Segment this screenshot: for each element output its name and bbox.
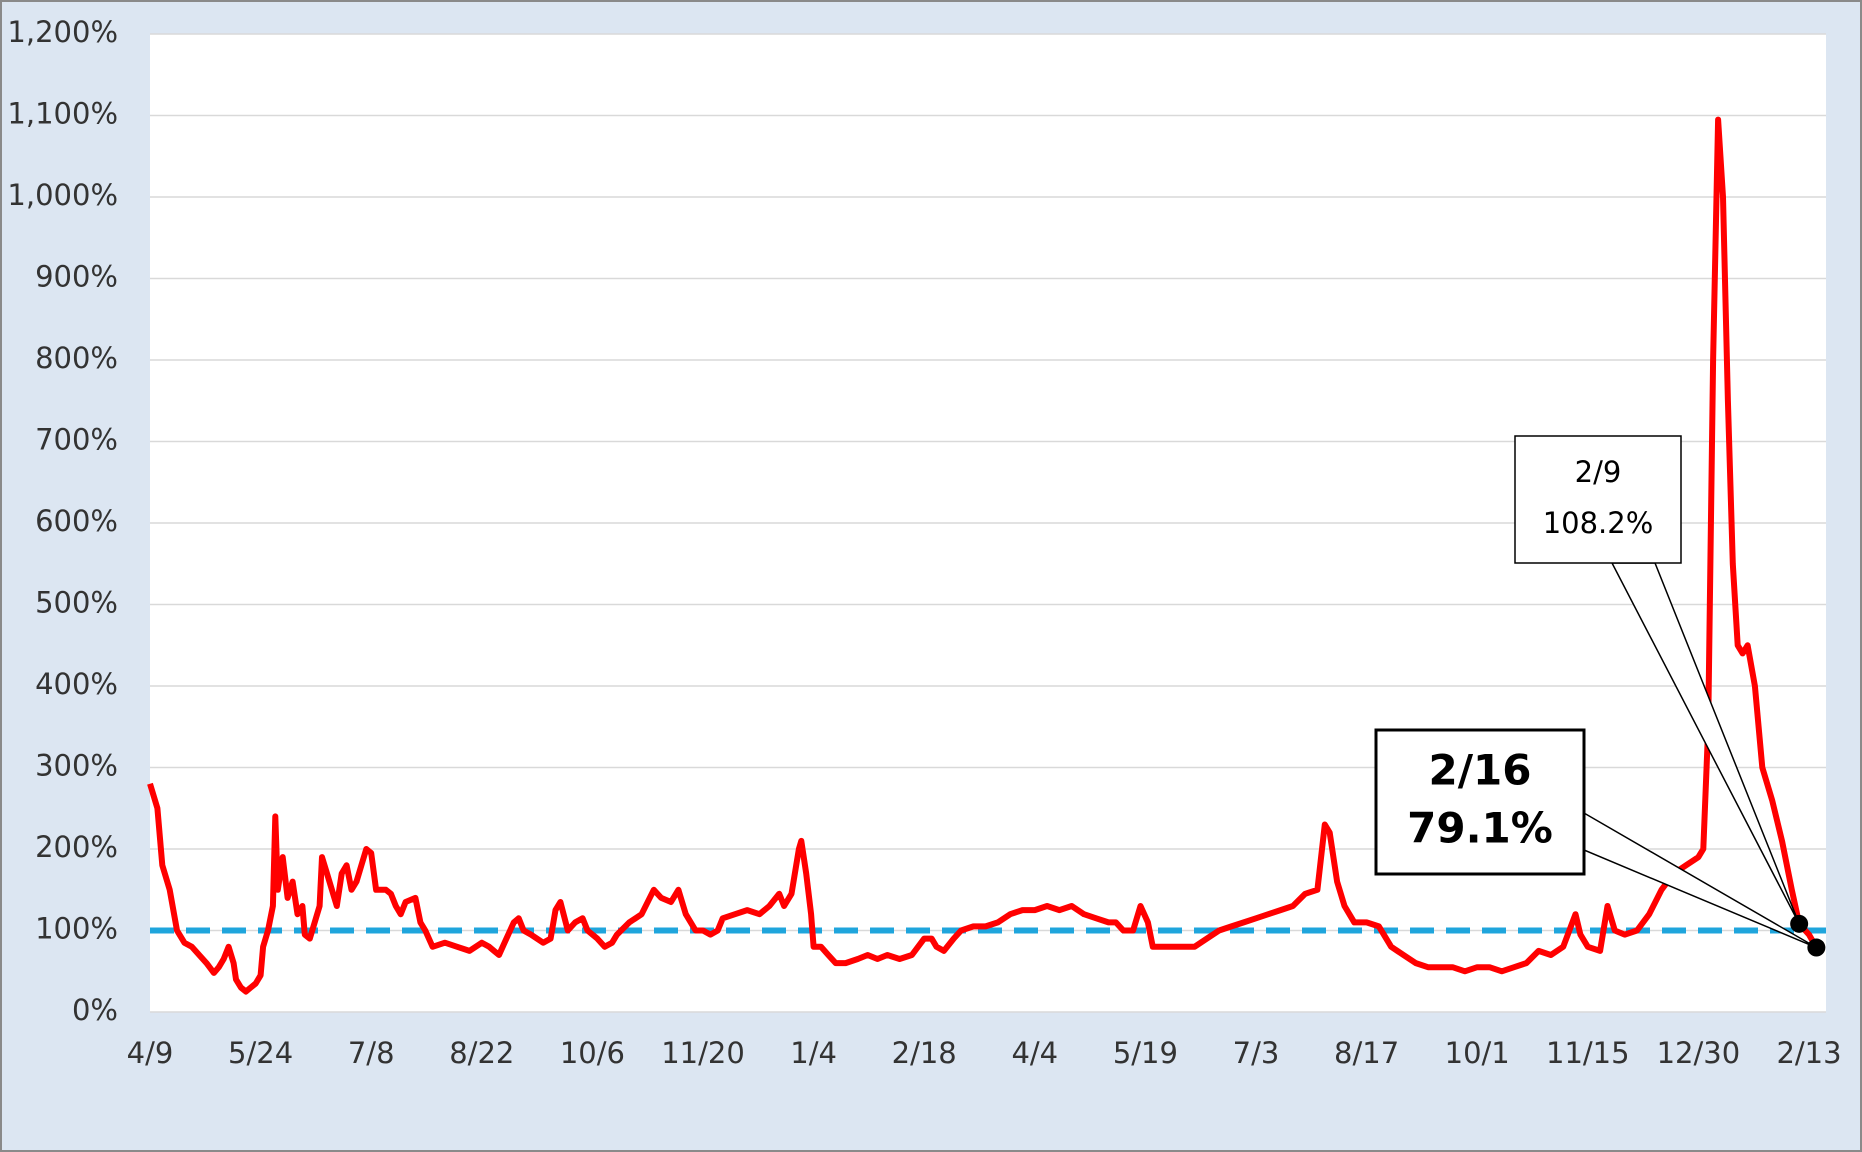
annotation: 2/16 79.1% <box>1374 728 1817 949</box>
y-tick-label: 700% <box>35 423 118 457</box>
x-tick-label: 1/4 <box>790 1036 837 1070</box>
x-tick-label: 2/18 <box>892 1036 957 1070</box>
x-tick-label: 5/19 <box>1113 1036 1178 1070</box>
x-tick-label: 12/30 <box>1657 1036 1741 1070</box>
x-tick-label: 5/24 <box>228 1036 293 1070</box>
x-tick-label: 11/15 <box>1546 1036 1630 1070</box>
x-tick-label: 8/22 <box>449 1036 514 1070</box>
x-tick-label: 8/17 <box>1334 1036 1399 1070</box>
y-tick-label: 1,100% <box>7 97 118 131</box>
callout-box <box>1514 435 1682 564</box>
x-tick-label: 10/1 <box>1445 1036 1510 1070</box>
x-tick-label: 10/6 <box>560 1036 625 1070</box>
x-tick-label: 4/4 <box>1011 1036 1058 1070</box>
x-tick-label: 4/9 <box>127 1036 174 1070</box>
annotation-date: 2/9 <box>1575 455 1622 489</box>
x-tick-label: 2/13 <box>1776 1036 1841 1070</box>
x-tick-label: 7/3 <box>1233 1036 1280 1070</box>
y-tick-label: 800% <box>35 341 118 375</box>
annotation-point <box>1807 938 1826 957</box>
annotation-point <box>1790 914 1809 933</box>
y-tick-label: 400% <box>35 667 118 701</box>
y-tick-label: 200% <box>35 830 118 864</box>
data-line <box>147 116 1820 995</box>
x-tick-label: 7/8 <box>348 1036 395 1070</box>
y-tick-label: 300% <box>35 749 118 783</box>
y-tick-label: 900% <box>35 260 118 294</box>
annotation: 2/9 108.2% <box>1514 435 1800 925</box>
callout-box <box>1374 728 1586 876</box>
y-tick-label: 500% <box>35 586 118 620</box>
y-tick-label: 600% <box>35 504 118 538</box>
y-tick-label: 1,200% <box>7 15 118 49</box>
y-tick-label: 0% <box>72 993 118 1027</box>
annotation-value: 79.1% <box>1407 803 1553 852</box>
annotation-value: 108.2% <box>1543 506 1654 540</box>
annotation-date: 2/16 <box>1428 746 1531 795</box>
x-tick-label: 11/20 <box>661 1036 745 1070</box>
y-tick-label: 100% <box>35 912 118 946</box>
y-tick-label: 1,000% <box>7 178 118 212</box>
